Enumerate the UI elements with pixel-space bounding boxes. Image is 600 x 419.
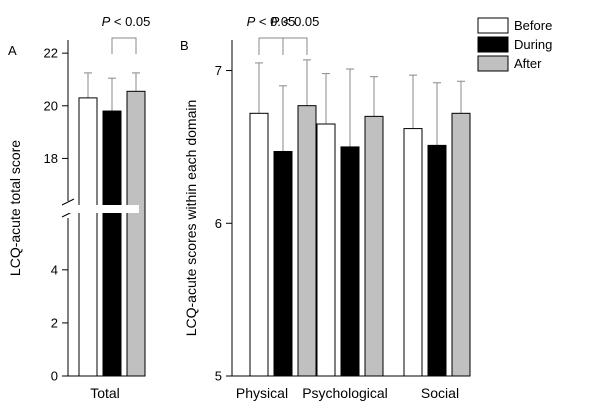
panel-b: B 5 6 7 LCQ-acute scores within each domain P… [180,14,471,401]
x-tick-label: Total [90,385,120,401]
x-tick-label: Physical [236,385,288,401]
legend-label-before: Before [514,18,552,33]
panel-label-b: B [180,38,189,53]
y-axis-label: LCQ-acute scores within each domain [183,100,199,337]
y-axis-label: LCQ-acute total score [7,140,23,276]
y-tick-label: 0 [51,369,58,384]
significance-label: P < 0.05 [247,14,296,29]
panel-label-a: A [8,43,17,58]
y-tick-label: 22 [44,46,58,61]
y-tick-label: 6 [215,216,222,231]
bar-after [364,115,384,377]
bar-during [427,144,447,377]
y-tick-label: 2 [51,315,58,330]
bar-during [340,146,360,377]
legend: Before During After [477,17,552,72]
axis-break-gap [69,205,139,213]
x-tick-label: Social [421,385,459,401]
axis-break-mark [61,198,75,206]
y-tick-label: 4 [51,262,58,277]
bar-before [249,112,269,377]
significance-label: P < 0.05 [102,14,151,29]
legend-label-after: After [514,56,542,71]
bar-during [102,110,122,377]
y-tick-label: 5 [215,369,222,384]
y-tick-label: 18 [44,151,58,166]
bar-after [297,105,317,377]
bar-during [273,150,293,377]
significance-bracket [282,37,308,55]
legend-label-during: During [514,37,552,52]
legend-swatch-during [477,36,509,53]
panel-a: A 0 2 4 18 20 22 LCQ-acute total score Total P < … [7,14,150,401]
bar-before [316,123,336,377]
y-tick-label: 20 [44,98,58,113]
significance-bracket [111,37,137,54]
bar-before [78,97,98,377]
legend-swatch-after [477,55,509,72]
y-tick-label: 7 [215,63,222,78]
x-tick-label: Psychological [302,385,388,401]
bar-after [451,112,471,377]
significance-bracket [258,37,284,55]
significance-label: P < 0.05 [271,14,320,29]
bar-before [403,128,423,377]
legend-swatch-before [477,17,509,34]
bar-after [126,90,146,377]
